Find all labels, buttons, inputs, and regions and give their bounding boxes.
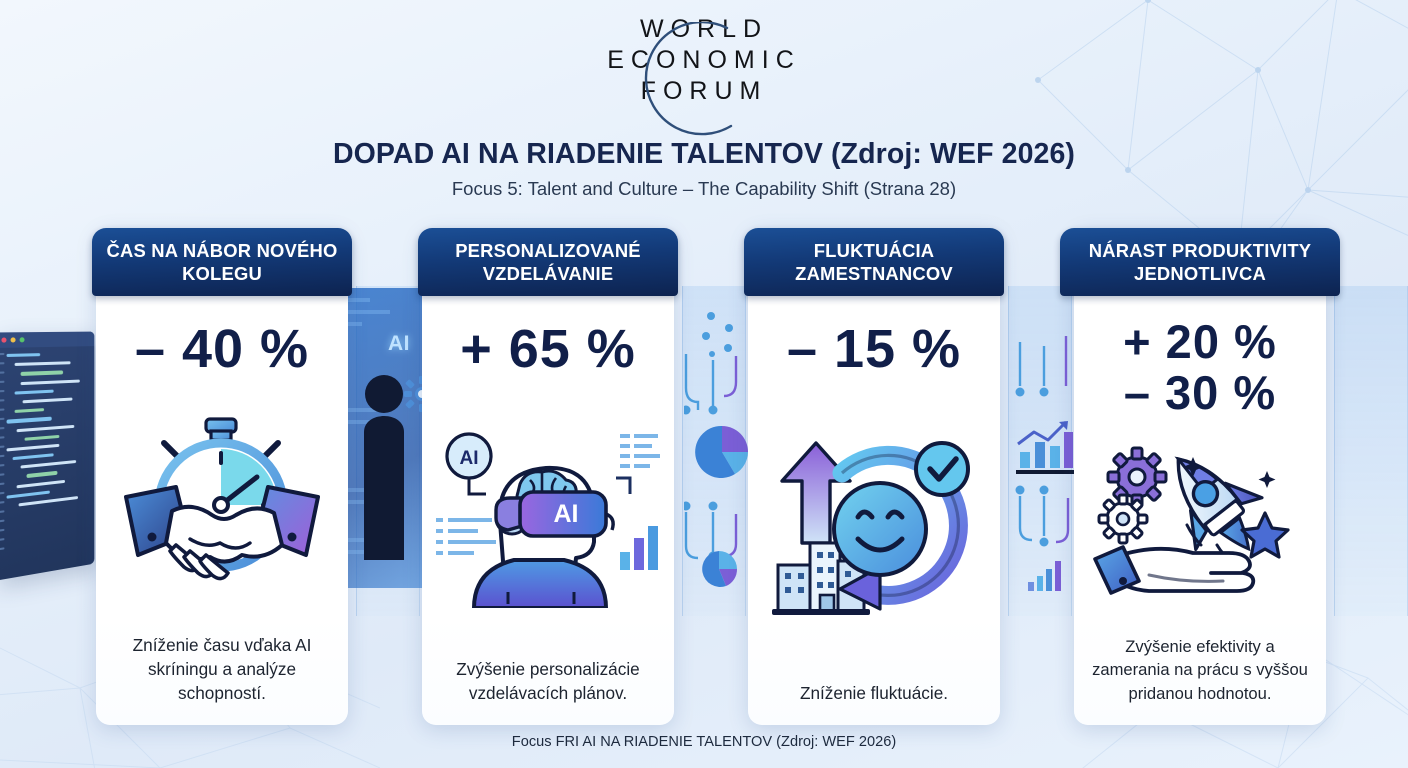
card-title: FLUKTUÁCIA ZAMESTNANCOV: [744, 228, 1004, 296]
card-caption: Zníženie fluktuácie.: [799, 683, 949, 703]
card-body: – 40 %: [96, 296, 348, 725]
card-stat-value-primary: + 20 %: [1123, 315, 1277, 368]
bar-chart-small-icon: [1028, 561, 1061, 591]
logo-line-world: WORLD: [639, 15, 769, 43]
code-lines: [0, 346, 94, 510]
card-caption: Zníženie času vďaka AI skríningu a analý…: [132, 635, 312, 703]
card-body: + 20 % – 30 %: [1074, 296, 1326, 725]
stopwatch-handshake-icon: [124, 416, 320, 580]
card-body: + 65 %: [422, 296, 674, 725]
wef-logo: WORLD ECONOMIC FORUM: [0, 14, 1408, 136]
pie-chart-icon: [695, 425, 748, 478]
metric-card-recruitment-time[interactable]: ČAS NA NÁBOR NOVÉHO KOLEGU – 40 %: [92, 228, 352, 725]
glass-panel-3: [1008, 286, 1072, 616]
ai-screen-label: AI: [388, 332, 410, 355]
card-stat-value: – 40 %: [134, 319, 310, 379]
card-stat-value: – 15 %: [786, 319, 962, 379]
card-stat-value: + 65 %: [460, 319, 636, 379]
card-stat-value-secondary: – 30 %: [1123, 366, 1277, 419]
card-illustration: [748, 376, 1000, 681]
card-title: ČAS NA NÁBOR NOVÉHO KOLEGU: [92, 228, 352, 296]
retention-cycle-smiley-icon: [772, 440, 970, 615]
card-illustration: [1074, 418, 1326, 635]
logo-line-economic: ECONOMIC: [607, 46, 801, 74]
card-body: – 15 %: [748, 296, 1000, 725]
bar-chart-growth-icon: [1016, 420, 1074, 474]
ai-display-screen: AI: [338, 288, 434, 588]
vr-headset-brain-icon: AI AI: [436, 431, 660, 608]
glass-panel-4: [1334, 286, 1408, 616]
card-title: PERSONALIZOVANÉ VZDELÁVANIE: [418, 228, 678, 296]
metric-card-individual-productivity[interactable]: NÁRAST PRODUKTIVITY JEDNOTLIVCA + 20 % –…: [1060, 228, 1340, 725]
glass-panel-2: [682, 286, 746, 616]
wef-circle-arc-icon: [644, 22, 733, 136]
metric-card-employee-turnover[interactable]: FLUKTUÁCIA ZAMESTNANCOV – 15 %: [744, 228, 1004, 725]
code-gutter: [0, 352, 5, 558]
close-dot-icon: [1, 337, 7, 343]
window-titlebar: [0, 331, 95, 349]
card-caption: Zvýšenie personalizácie vzdelávacích plá…: [456, 659, 640, 703]
glass-panel-1: [356, 286, 420, 616]
card-illustration: AI AI: [422, 376, 674, 657]
maximize-dot-icon: [19, 337, 25, 343]
person-silhouette-icon: [364, 375, 404, 560]
card-stat-values: + 20 % – 30 %: [1123, 316, 1277, 418]
star-icon: [1240, 511, 1290, 559]
footer-source-text: Focus FRI AI NA RIADENIE TALENTOV (Zdroj…: [511, 734, 897, 750]
rocket-hand-gears-icon: [1093, 446, 1290, 596]
gear-icon: [1106, 446, 1168, 508]
code-editor-window: [0, 331, 95, 581]
svg-text:AI: AI: [460, 448, 479, 469]
minimize-dot-icon: [10, 337, 16, 343]
page-subtitle: Focus 5: Talent and Culture – The Capabi…: [451, 178, 957, 199]
page-title: DOPAD AI NA RIADENIE TALENTOV (Zdroj: WE…: [332, 138, 1076, 170]
pie-chart-small-icon: [702, 551, 738, 587]
visor-ai-label: AI: [554, 500, 579, 528]
card-title: NÁRAST PRODUKTIVITY JEDNOTLIVCA: [1060, 228, 1340, 296]
card-illustration: [96, 376, 348, 633]
card-caption: Zvýšenie efektivity a zamerania na prácu…: [1092, 636, 1308, 703]
metric-card-personalized-learning[interactable]: PERSONALIZOVANÉ VZDELÁVANIE + 65 %: [418, 228, 678, 725]
logo-line-forum: FORUM: [640, 77, 768, 105]
gear-icon-2: [1097, 493, 1149, 545]
